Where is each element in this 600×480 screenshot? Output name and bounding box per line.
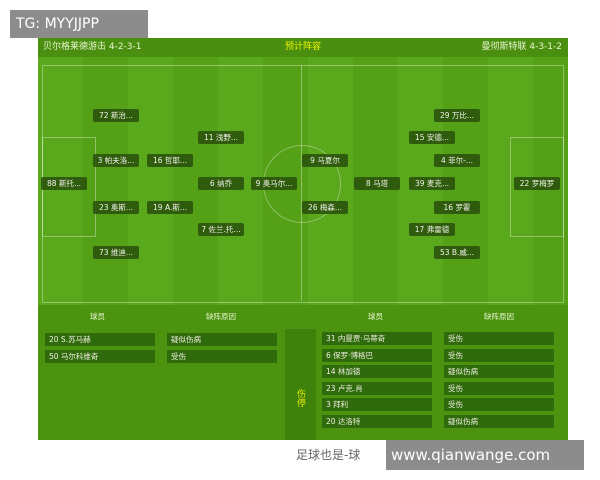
away-penalty-box [510,137,564,237]
away-injury-player: 3 拜利 [322,398,432,412]
home-player-chip[interactable]: 73 维迪... [93,246,139,259]
lineup-title: 预计阵容 [284,42,321,52]
home-player-chip[interactable]: 23 奥斯... [93,201,139,214]
home-player-chip[interactable]: 3 帕夫洛... [93,154,139,167]
lineup-panel: 贝尔格莱德游击 4-2-3-1 预计阵容 曼彻斯特联 4-3-1-2 72 斯治… [38,38,568,440]
home-player-header: 球员 [90,312,105,321]
away-player-header: 球员 [368,312,383,321]
pitch [38,57,568,305]
away-player-chip[interactable]: 26 梅森... [302,201,348,214]
home-injury-reason: 受伤 [167,349,277,363]
home-player-chip[interactable]: 7 佐兰.托... [198,223,244,236]
home-player-chip[interactable]: 6 纳乔 [198,177,244,190]
home-player-chip[interactable]: 16 哲耶... [147,154,193,167]
away-player-chip[interactable]: 15 安德... [409,131,455,144]
home-player-chip[interactable]: 72 斯治... [93,109,139,122]
away-injury-reason: 受伤 [444,332,554,345]
away-player-chip[interactable]: 53 B.威... [434,246,480,259]
away-injury-reason: 受伤 [444,398,554,412]
home-team-formation: 贝尔格莱德游击 4-2-3-1 [43,42,142,52]
away-injury-player: 23 卢克.肖 [322,381,432,395]
home-player-chip[interactable]: 9 奥马尔... [251,177,297,190]
away-player-chip[interactable]: 4 菲尔-... [434,154,480,167]
away-injury-player: 6 保罗·博格巴 [322,348,432,362]
away-injury-player: 20 达洛特 [322,415,432,428]
away-injury-player: 31 内曼贾·马蒂奇 [322,332,432,345]
away-injury-reason: 疑似伤病 [444,365,554,379]
tg-watermark: TG: MYYJJPP [10,10,148,38]
home-injury-reason: 疑似伤病 [167,333,277,346]
home-reason-header: 缺阵原因 [206,312,236,321]
away-injury-reason: 受伤 [444,348,554,362]
home-player-chip[interactable]: 19 A.斯... [147,201,193,214]
home-player-chip[interactable]: 11 浅野... [198,131,244,144]
away-player-chip[interactable]: 29 万比... [434,109,480,122]
away-reason-header: 缺阵原因 [484,312,514,321]
away-injury-reason: 疑似伤病 [444,415,554,428]
away-player-chip[interactable]: 39 麦克... [409,177,455,190]
site-watermark: www.qianwange.com [386,440,584,470]
injury-section: 球员 缺阵原因 球员 缺阵原因 伤停 20 S.苏马赫 疑似伤病 50 马尔科维奇受… [38,305,568,440]
away-player-chip[interactable]: 16 罗霍 [434,201,480,214]
away-player-chip[interactable]: 9 马夏尔 [302,154,348,167]
weibo-watermark: 足球也是-球 [296,448,361,462]
away-player-chip[interactable]: 22 罗梅罗 [514,177,560,190]
home-injury-player: 50 马尔科维奇 [45,349,155,363]
away-injury-reason: 受伤 [444,381,554,395]
home-injury-player: 20 S.苏马赫 [45,333,155,346]
home-player-chip[interactable]: 88 斯托... [41,177,87,190]
injury-label: 伤停 [285,329,316,440]
away-player-chip[interactable]: 8 马塔 [354,177,400,190]
away-team-formation: 曼彻斯特联 4-3-1-2 [481,42,562,52]
away-injury-player: 14 林加德 [322,365,432,379]
lineup-header: 贝尔格莱德游击 4-2-3-1 预计阵容 曼彻斯特联 4-3-1-2 [38,38,568,57]
away-player-chip[interactable]: 17 弗雷德 [409,223,455,236]
